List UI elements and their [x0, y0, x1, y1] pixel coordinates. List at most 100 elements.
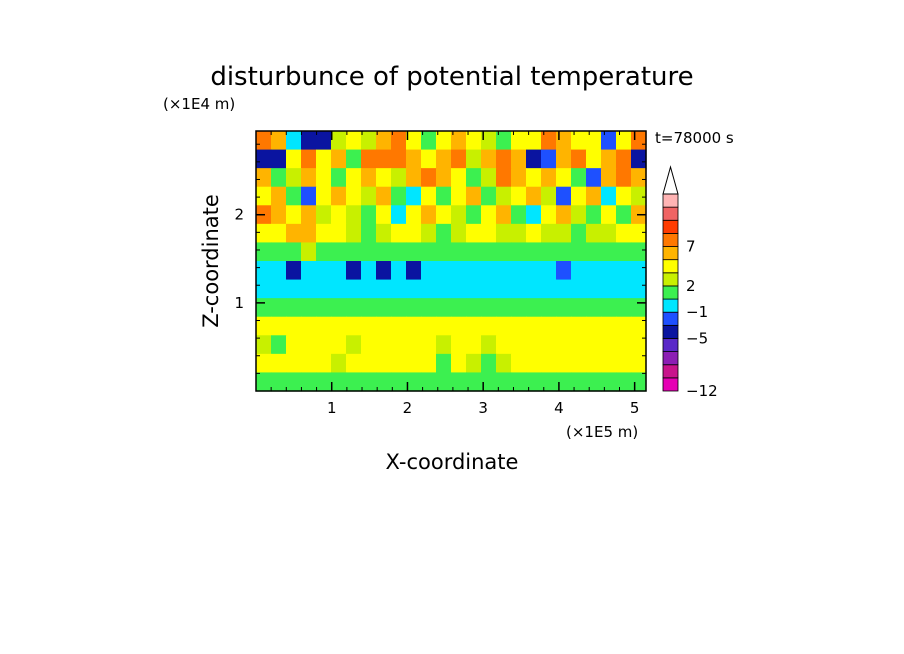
heatmap-cell — [571, 186, 587, 206]
heatmap-cell — [451, 353, 467, 374]
heatmap-cell — [541, 205, 557, 225]
heatmap-cell — [511, 353, 527, 374]
heatmap-cell — [541, 223, 557, 244]
heatmap-cell — [556, 168, 572, 188]
heatmap-cell — [541, 353, 557, 374]
heatmap-cell — [556, 279, 572, 299]
heatmap-cell — [256, 242, 272, 262]
heatmap-cell — [526, 168, 542, 188]
heatmap-cell — [316, 168, 332, 188]
heatmap-cell — [466, 168, 482, 188]
heatmap-cell — [526, 242, 542, 262]
heatmap-cell — [451, 279, 467, 299]
heatmap-cell — [301, 205, 317, 225]
heatmap-cell — [511, 131, 527, 151]
heatmap-cell — [451, 149, 467, 169]
heatmap-cell — [391, 242, 407, 262]
colorbar-extend-arrow — [662, 165, 679, 195]
heatmap-cell — [436, 298, 452, 318]
heatmap-cell — [571, 242, 587, 262]
colorbar-swatch — [662, 364, 679, 379]
heatmap-cell — [571, 131, 587, 151]
heatmap-cell — [346, 205, 362, 225]
x-unit-label: (×1E5 m) — [566, 423, 638, 441]
heatmap-cell — [271, 168, 287, 188]
chart-title: disturbunce of potential temperature — [210, 62, 693, 92]
heatmap-cell — [376, 223, 392, 244]
heatmap-cell — [541, 168, 557, 188]
heatmap-cell — [436, 131, 452, 151]
heatmap-cell — [391, 316, 407, 336]
heatmap-cell — [526, 353, 542, 374]
heatmap-cell — [391, 205, 407, 225]
heatmap-cell — [361, 149, 377, 169]
heatmap-cell — [346, 242, 362, 262]
heatmap-cell — [601, 186, 617, 206]
time-label: t=78000 s — [655, 129, 734, 147]
heatmap-cell — [436, 205, 452, 225]
heatmap-cell — [436, 279, 452, 299]
heatmap-cell — [301, 372, 317, 392]
colorbar-swatch — [662, 351, 679, 366]
heatmap-cell — [496, 131, 512, 151]
heatmap-cell — [511, 223, 527, 244]
heatmap-cell — [571, 223, 587, 244]
heatmap-cell — [376, 279, 392, 299]
heatmap-cell — [436, 335, 452, 355]
colorbar-swatch — [662, 206, 679, 221]
heatmap-cell — [421, 242, 437, 262]
heatmap-cell — [541, 335, 557, 355]
heatmap-cell — [361, 186, 377, 206]
heatmap-cell — [316, 186, 332, 206]
heatmap-cell — [406, 149, 422, 169]
heatmap-cell — [361, 298, 377, 318]
heatmap-cell — [601, 205, 617, 225]
heatmap-cell — [556, 149, 572, 169]
heatmap-cell — [451, 261, 467, 281]
heatmap-cell — [316, 149, 332, 169]
heatmap-cell — [451, 316, 467, 336]
heatmap-cell — [286, 261, 302, 281]
heatmap-cell — [256, 168, 272, 188]
heatmap-cell — [406, 261, 422, 281]
heatmap-cell — [526, 279, 542, 299]
heatmap-cell — [511, 372, 527, 392]
heatmap-cell — [271, 298, 287, 318]
heatmap-cell — [481, 131, 497, 151]
heatmap-cell — [631, 149, 647, 169]
heatmap-cell — [406, 372, 422, 392]
heatmap-cell — [376, 316, 392, 336]
heatmap-cell — [391, 353, 407, 374]
heatmap-cell — [496, 205, 512, 225]
heatmap-cell — [361, 316, 377, 336]
heatmap-cell — [481, 186, 497, 206]
heatmap-cell — [436, 149, 452, 169]
heatmap-cell — [391, 279, 407, 299]
heatmap-cell — [481, 279, 497, 299]
heatmap-cell — [616, 223, 632, 244]
heatmap-cell — [436, 372, 452, 392]
heatmap-cell — [316, 335, 332, 355]
heatmap-cell — [601, 335, 617, 355]
heatmap-cell — [316, 316, 332, 336]
heatmap-cell — [391, 223, 407, 244]
heatmap-cell — [391, 298, 407, 318]
heatmap-cell — [481, 168, 497, 188]
heatmap-cell — [406, 353, 422, 374]
heatmap-cell — [571, 168, 587, 188]
heatmap-cell — [391, 149, 407, 169]
heatmap-cell — [361, 131, 377, 151]
heatmap-cell — [301, 298, 317, 318]
heatmap-cell — [586, 261, 602, 281]
heatmap-cell — [496, 149, 512, 169]
heatmap-cell — [616, 149, 632, 169]
colorbar-swatch — [662, 338, 679, 353]
heatmap-cell — [271, 186, 287, 206]
heatmap-cell — [421, 353, 437, 374]
heatmap-cell — [481, 223, 497, 244]
heatmap-cell — [331, 205, 347, 225]
heatmap-cell — [256, 335, 272, 355]
heatmap-cell — [361, 372, 377, 392]
heatmap-cell — [286, 353, 302, 374]
heatmap-cell — [481, 372, 497, 392]
